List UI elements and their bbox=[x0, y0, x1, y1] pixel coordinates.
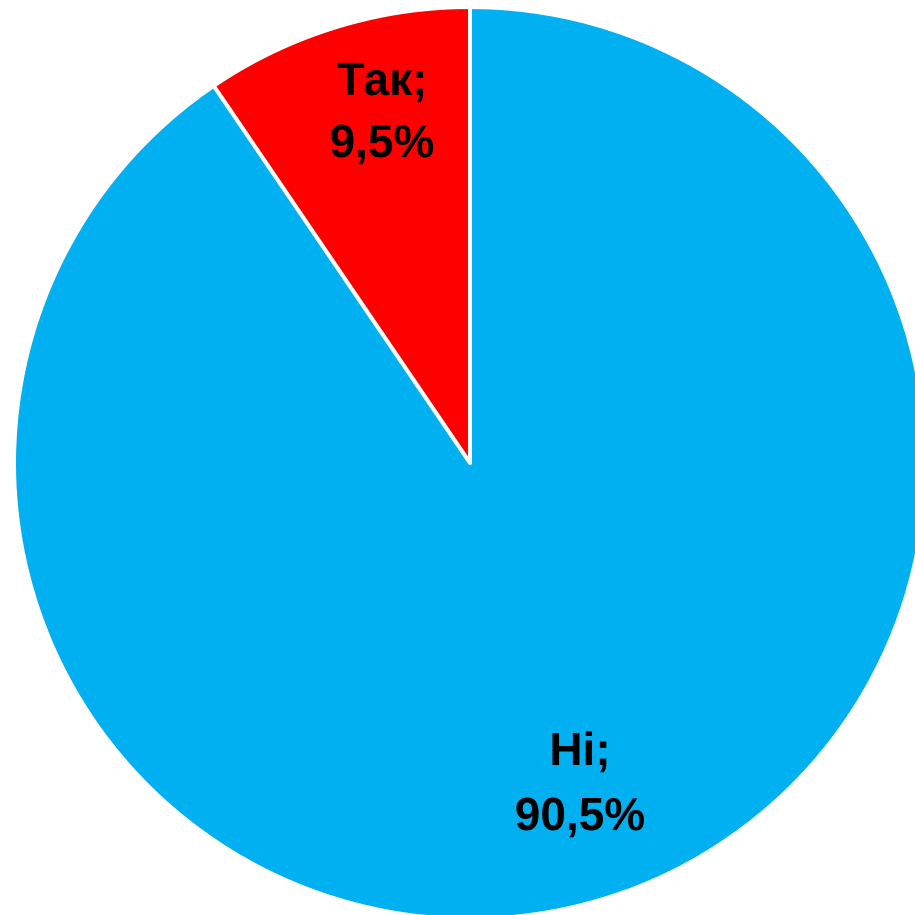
pie-slice-no bbox=[12, 5, 915, 915]
data-label-category: Так; bbox=[337, 53, 428, 105]
data-label-yes: Так; 9,5% bbox=[330, 53, 435, 167]
data-label-percent: 9,5% bbox=[330, 115, 435, 167]
data-label-no: Ні; 90,5% bbox=[515, 723, 645, 840]
data-label-category: Ні; bbox=[549, 723, 610, 775]
pie-slice-yes bbox=[211, 5, 472, 465]
data-label-percent: 90,5% bbox=[515, 788, 645, 840]
